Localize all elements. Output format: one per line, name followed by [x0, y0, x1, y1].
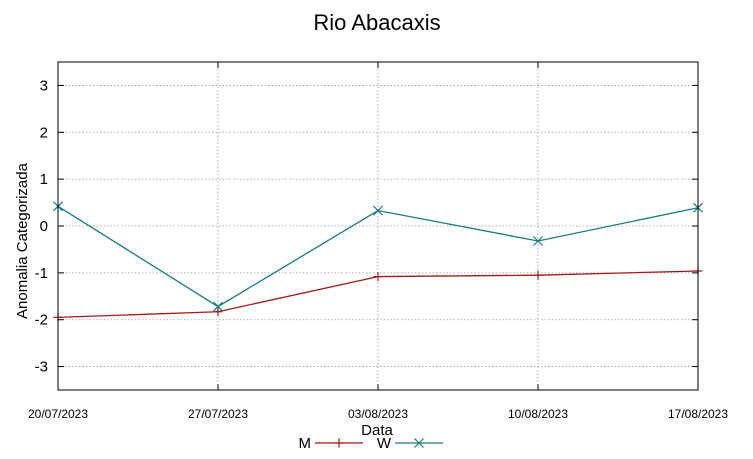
x-tick-label: 10/08/2023 — [508, 407, 568, 421]
y-tick-label: 2 — [40, 124, 48, 141]
legend-marker — [334, 438, 344, 448]
y-tick-label: 1 — [40, 171, 48, 188]
y-tick-label: 3 — [40, 77, 48, 94]
x-tick-label: 27/07/2023 — [188, 407, 248, 421]
data-point-W — [533, 236, 543, 246]
data-point-M — [373, 272, 383, 282]
plot-area-frame — [57, 61, 699, 391]
x-axis-label: Data — [361, 422, 393, 439]
series-line-W — [57, 205, 699, 308]
data-point-W — [373, 205, 383, 216]
legend-label: W — [377, 435, 392, 452]
legend-marker — [414, 438, 424, 448]
data-point-W — [213, 301, 223, 312]
x-tick-label: 20/07/2023 — [28, 407, 88, 421]
data-point-M — [213, 307, 223, 317]
y-tick-label: -1 — [35, 265, 48, 282]
axis-ticks: -3 -2 -1 0 1 2 3 20/07/2023 27/07/2023 03/08/2023… — [28, 62, 728, 421]
x-tick-label: 03/08/2023 — [348, 407, 408, 421]
y-tick-label: -3 — [35, 359, 48, 376]
chart-title: Rio Abacaxis — [313, 10, 440, 35]
y-tick-label: -2 — [35, 312, 48, 329]
y-tick-label: 0 — [40, 218, 48, 235]
y-axis-label: Anomalia Categorizada — [14, 162, 31, 319]
data-point-M — [533, 270, 543, 280]
grid-lines — [57, 62, 699, 390]
x-tick-label: 17/08/2023 — [668, 407, 728, 421]
legend-label: M — [299, 435, 312, 452]
